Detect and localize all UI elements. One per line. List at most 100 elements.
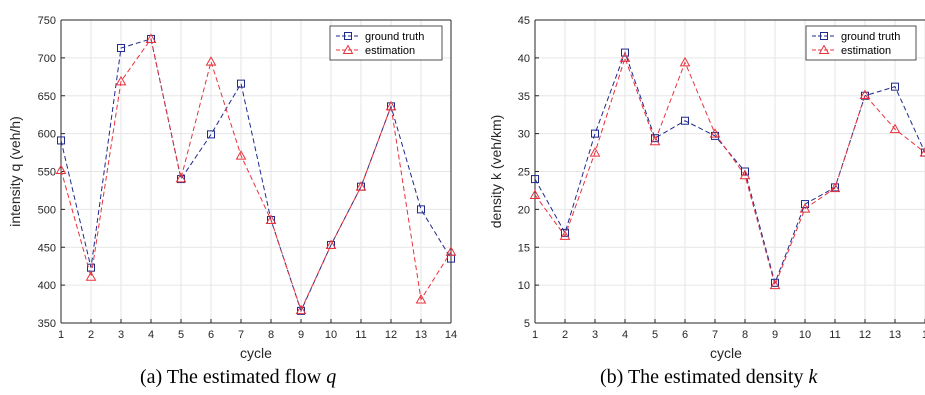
x-axis-label: cycle <box>240 345 272 361</box>
data-point <box>771 278 779 287</box>
data-point <box>619 52 631 62</box>
data-point <box>57 136 65 145</box>
y-tick-label: 35 <box>518 91 530 103</box>
x-tick-label: 7 <box>238 329 244 341</box>
x-tick-label: 3 <box>592 329 598 341</box>
data-point <box>651 134 659 143</box>
data-point <box>235 150 247 160</box>
caption-a-text: (a) The estimated flow <box>140 366 327 388</box>
legend-box <box>805 25 917 61</box>
legend: ground truth estimation <box>329 25 443 61</box>
legend-label: estimation <box>841 45 891 57</box>
x-tick-label: 4 <box>148 329 154 341</box>
y-tick-label: 30 <box>518 129 530 141</box>
x-tick-label: 11 <box>829 329 840 341</box>
data-point <box>679 56 691 67</box>
x-tick-label: 14 <box>445 329 457 341</box>
x-tick-label: 1 <box>58 329 64 341</box>
data-point <box>207 130 215 139</box>
y-tick-label: 400 <box>38 280 56 292</box>
y-tick-label: 5 <box>524 318 530 330</box>
x-tick-label: 11 <box>355 329 366 341</box>
x-tick-label: 9 <box>298 329 304 341</box>
series-estimation <box>529 52 925 290</box>
data-point <box>265 214 277 224</box>
x-tick-label: 4 <box>622 329 628 341</box>
chart-flow: 1 2 3 4 5 6 7 8 9 10 11 12 13 14350400450500550600650… <box>7 15 457 361</box>
x-tick-label: 1 <box>922 329 925 341</box>
y-tick-label: 650 <box>38 91 56 103</box>
data-point <box>85 271 97 281</box>
legend-marker <box>820 32 828 40</box>
y-tick-label: 45 <box>518 15 530 27</box>
y-tick-label: 450 <box>38 242 56 254</box>
x-tick-label: 3 <box>118 329 124 341</box>
data-point <box>739 169 751 180</box>
data-point <box>117 44 125 53</box>
data-point <box>801 200 809 209</box>
y-axis-label: intensity q (veh/h) <box>7 116 23 227</box>
data-point <box>681 116 689 125</box>
x-axis-label: cycle <box>710 345 742 361</box>
series-estimation <box>55 33 457 315</box>
caption-a-var: q <box>326 366 337 388</box>
data-point <box>145 33 157 43</box>
x-tick-label: 9 <box>772 329 778 341</box>
data-point <box>295 304 307 315</box>
data-point <box>649 135 661 146</box>
data-point <box>55 164 67 174</box>
y-tick-label: 600 <box>38 129 56 141</box>
x-tick-label: 13 <box>415 329 427 341</box>
data-point <box>417 205 425 214</box>
data-point <box>859 89 871 99</box>
caption-b-text: (b) The estimated density <box>600 366 809 388</box>
legend-marker <box>342 44 354 54</box>
data-point <box>115 75 127 86</box>
data-point <box>889 123 901 134</box>
x-tick-label: 13 <box>889 329 901 341</box>
series-line <box>60 37 452 312</box>
y-tick-label: 550 <box>38 167 56 179</box>
data-point <box>589 147 601 157</box>
x-tick-label: 1 <box>532 329 538 341</box>
data-point <box>87 263 95 272</box>
legend-label: ground truth <box>365 31 424 43</box>
x-tick-label: 5 <box>652 329 658 341</box>
y-tick-label: 350 <box>38 318 56 330</box>
data-point <box>529 189 541 199</box>
data-point <box>709 128 721 138</box>
y-tick-label: 15 <box>518 242 530 254</box>
data-point <box>891 82 899 91</box>
x-tick-label: 10 <box>799 329 811 341</box>
x-tick-label: 10 <box>325 329 337 341</box>
y-tick-label: 40 <box>518 53 530 65</box>
x-tick-label: 7 <box>712 329 718 341</box>
x-tick-label: 2 <box>88 329 94 341</box>
caption-a: (a) The estimated flow q <box>140 366 336 389</box>
legend: ground truth estimation <box>805 25 917 61</box>
x-tick-label: 8 <box>268 329 274 341</box>
data-point <box>591 129 599 138</box>
x-tick-label: 6 <box>208 329 214 341</box>
data-point <box>621 48 629 57</box>
data-point <box>325 239 337 249</box>
data-point <box>445 246 457 256</box>
data-point <box>531 175 539 184</box>
legend-marker <box>344 32 352 40</box>
data-point <box>415 293 427 304</box>
data-point <box>205 56 217 66</box>
legend-box <box>329 25 443 61</box>
y-tick-label: 10 <box>518 280 530 292</box>
x-tick-label: 12 <box>385 329 397 341</box>
x-tick-label: 12 <box>859 329 871 341</box>
y-tick-label: 500 <box>38 204 56 216</box>
y-tick-label: 20 <box>518 204 530 216</box>
legend-label: ground truth <box>841 31 900 43</box>
data-point <box>921 148 925 157</box>
data-point <box>799 203 811 213</box>
series-line <box>534 56 925 287</box>
caption-b-var: k <box>808 366 818 388</box>
y-tick-label: 700 <box>38 53 56 65</box>
x-tick-label: 6 <box>682 329 688 341</box>
